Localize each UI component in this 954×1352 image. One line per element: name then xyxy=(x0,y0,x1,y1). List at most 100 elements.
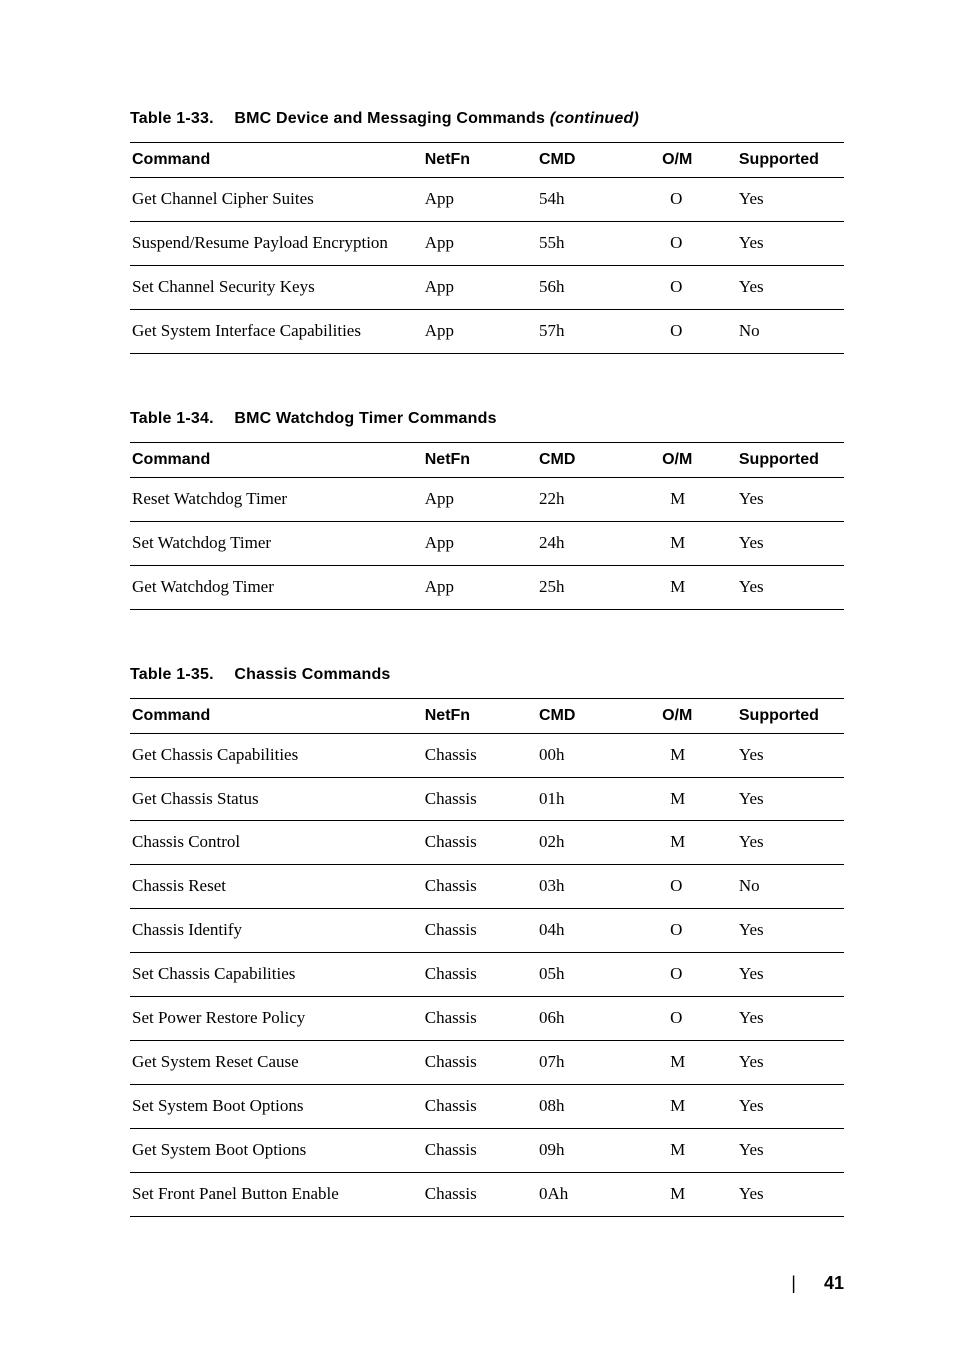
cell-netfn: Chassis xyxy=(423,953,537,997)
cell-cmd: 54h xyxy=(537,178,644,222)
cell-supported: Yes xyxy=(737,997,844,1041)
cell-command: Set Power Restore Policy xyxy=(130,997,423,1041)
cell-command: Reset Watchdog Timer xyxy=(130,477,423,521)
cell-om: M xyxy=(644,1041,737,1085)
cell-supported: No xyxy=(737,309,844,353)
cell-supported: Yes xyxy=(737,265,844,309)
cell-cmd: 57h xyxy=(537,309,644,353)
cell-command: Set Watchdog Timer xyxy=(130,521,423,565)
table-1-33-block: Table 1-33. BMC Device and Messaging Com… xyxy=(130,110,844,354)
table-header-row: Command NetFn CMD O/M Supported xyxy=(130,698,844,733)
cell-command: Get System Interface Capabilities xyxy=(130,309,423,353)
cell-om: M xyxy=(644,777,737,821)
table-1-35-block: Table 1-35. Chassis Commands Command Net… xyxy=(130,666,844,1217)
footer-divider: | xyxy=(791,1273,796,1294)
col-om: O/M xyxy=(644,143,737,178)
cell-om: O xyxy=(644,953,737,997)
cell-netfn: Chassis xyxy=(423,1172,537,1216)
table-1-35-caption: Table 1-35. Chassis Commands xyxy=(130,666,844,684)
cell-cmd: 24h xyxy=(537,521,644,565)
cell-netfn: Chassis xyxy=(423,997,537,1041)
table-1-34-number: Table 1-34. xyxy=(130,410,214,427)
cell-om: O xyxy=(644,178,737,222)
cell-om: M xyxy=(644,1085,737,1129)
cell-om: O xyxy=(644,909,737,953)
cell-supported: Yes xyxy=(737,178,844,222)
cell-om: M xyxy=(644,821,737,865)
cell-supported: Yes xyxy=(737,777,844,821)
cell-command: Get Channel Cipher Suites xyxy=(130,178,423,222)
table-1-33-title: BMC Device and Messaging Commands (conti… xyxy=(234,110,639,127)
table-row: Suspend/Resume Payload Encryption App 55… xyxy=(130,221,844,265)
col-cmd: CMD xyxy=(537,143,644,178)
table-1-33: Command NetFn CMD O/M Supported Get Chan… xyxy=(130,142,844,354)
table-row: Get Chassis Capabilities Chassis 00h M Y… xyxy=(130,733,844,777)
table-row: Set Watchdog Timer App 24h M Yes xyxy=(130,521,844,565)
cell-cmd: 04h xyxy=(537,909,644,953)
col-command: Command xyxy=(130,143,423,178)
cell-netfn: App xyxy=(423,565,537,609)
cell-command: Chassis Identify xyxy=(130,909,423,953)
table-row: Get System Reset Cause Chassis 07h M Yes xyxy=(130,1041,844,1085)
cell-command: Set Channel Security Keys xyxy=(130,265,423,309)
table-1-35-title: Chassis Commands xyxy=(234,666,390,683)
cell-command: Get Watchdog Timer xyxy=(130,565,423,609)
cell-netfn: Chassis xyxy=(423,1085,537,1129)
table-1-33-continued: (continued) xyxy=(550,110,639,127)
cell-cmd: 56h xyxy=(537,265,644,309)
cell-supported: Yes xyxy=(737,565,844,609)
table-1-34-caption: Table 1-34. BMC Watchdog Timer Commands xyxy=(130,410,844,428)
cell-command: Set System Boot Options xyxy=(130,1085,423,1129)
page-content: Table 1-33. BMC Device and Messaging Com… xyxy=(0,0,954,1333)
cell-netfn: Chassis xyxy=(423,821,537,865)
cell-om: O xyxy=(644,865,737,909)
cell-om: M xyxy=(644,1172,737,1216)
cell-netfn: App xyxy=(423,265,537,309)
table-1-33-caption: Table 1-33. BMC Device and Messaging Com… xyxy=(130,110,844,128)
cell-cmd: 02h xyxy=(537,821,644,865)
cell-netfn: App xyxy=(423,178,537,222)
page-number: 41 xyxy=(824,1273,844,1294)
col-cmd: CMD xyxy=(537,442,644,477)
col-om: O/M xyxy=(644,442,737,477)
cell-netfn: App xyxy=(423,221,537,265)
cell-supported: Yes xyxy=(737,953,844,997)
cell-command: Suspend/Resume Payload Encryption xyxy=(130,221,423,265)
table-row: Get Channel Cipher Suites App 54h O Yes xyxy=(130,178,844,222)
cell-om: M xyxy=(644,521,737,565)
cell-om: O xyxy=(644,309,737,353)
table-row: Set Front Panel Button Enable Chassis 0A… xyxy=(130,1172,844,1216)
table-1-34: Command NetFn CMD O/M Supported Reset Wa… xyxy=(130,442,844,610)
cell-om: M xyxy=(644,565,737,609)
table-row: Get Watchdog Timer App 25h M Yes xyxy=(130,565,844,609)
col-supported: Supported xyxy=(737,698,844,733)
table-row: Set System Boot Options Chassis 08h M Ye… xyxy=(130,1085,844,1129)
cell-cmd: 08h xyxy=(537,1085,644,1129)
table-row: Set Chassis Capabilities Chassis 05h O Y… xyxy=(130,953,844,997)
cell-cmd: 55h xyxy=(537,221,644,265)
col-cmd: CMD xyxy=(537,698,644,733)
table-row: Chassis Control Chassis 02h M Yes xyxy=(130,821,844,865)
table-header-row: Command NetFn CMD O/M Supported xyxy=(130,442,844,477)
cell-om: O xyxy=(644,997,737,1041)
table-row: Chassis Identify Chassis 04h O Yes xyxy=(130,909,844,953)
cell-cmd: 03h xyxy=(537,865,644,909)
cell-netfn: App xyxy=(423,309,537,353)
table-1-33-title-text: BMC Device and Messaging Commands xyxy=(234,110,545,127)
cell-supported: No xyxy=(737,865,844,909)
table-1-33-number: Table 1-33. xyxy=(130,110,214,127)
cell-supported: Yes xyxy=(737,521,844,565)
cell-command: Set Chassis Capabilities xyxy=(130,953,423,997)
cell-netfn: Chassis xyxy=(423,777,537,821)
cell-command: Get System Reset Cause xyxy=(130,1041,423,1085)
cell-netfn: App xyxy=(423,477,537,521)
cell-cmd: 06h xyxy=(537,997,644,1041)
table-row: Get System Boot Options Chassis 09h M Ye… xyxy=(130,1129,844,1173)
cell-om: O xyxy=(644,265,737,309)
table-row: Set Power Restore Policy Chassis 06h O Y… xyxy=(130,997,844,1041)
cell-supported: Yes xyxy=(737,909,844,953)
cell-cmd: 07h xyxy=(537,1041,644,1085)
cell-cmd: 00h xyxy=(537,733,644,777)
table-row: Set Channel Security Keys App 56h O Yes xyxy=(130,265,844,309)
cell-supported: Yes xyxy=(737,821,844,865)
